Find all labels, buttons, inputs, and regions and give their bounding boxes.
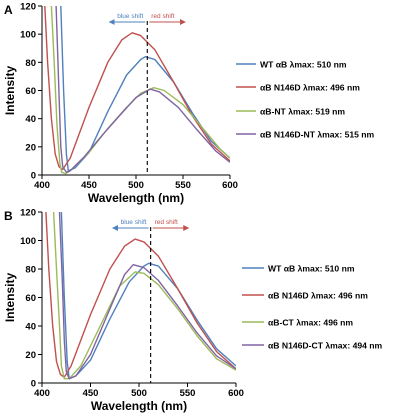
legend-name: αB-CT (268, 318, 296, 328)
y-tick-label: 100 (20, 30, 36, 41)
legend-entry: αB N146D-NT λmax: 515 nm (260, 130, 375, 140)
legend-name: αB N146D (268, 291, 311, 301)
y-tick-label: 60 (25, 86, 36, 97)
y-tick-label: 120 (20, 208, 36, 219)
series-line (50, 6, 230, 175)
y-tick-label: 40 (25, 322, 36, 333)
y-tick-label: 20 (25, 142, 36, 153)
x-tick-label: 600 (228, 388, 244, 399)
x-tick-label: 450 (81, 180, 97, 191)
y-tick-label: 120 (20, 2, 36, 13)
series-line (45, 212, 236, 378)
panel-label: A (4, 3, 13, 17)
y-tick-label: 20 (25, 350, 36, 361)
series-line (52, 212, 236, 380)
legend-name: WT αB (268, 264, 298, 274)
legend-lambda-max: λmax: 496 nm (296, 318, 353, 328)
legend-name: αB-NT (260, 107, 288, 117)
legend-entry: WT αB λmax: 510 nm (268, 264, 355, 274)
y-tick-label: 80 (25, 58, 36, 69)
y-tick-label: 0 (31, 379, 36, 390)
legend-entry: αB N146D-CT λmax: 494 nm (268, 341, 383, 351)
legend-lambda-max: λmax: 515 nm (317, 130, 374, 140)
legend-name: αB N146D-NT (260, 130, 317, 140)
legend-entry: αB-NT λmax: 519 nm (260, 107, 345, 117)
y-axis-title: Intensity (3, 66, 17, 116)
legend-lambda-max: λmax: 496 nm (311, 291, 368, 301)
blue-shift-label: blue shift (121, 219, 147, 226)
x-tick-label: 500 (128, 180, 144, 191)
legend-name: αB N146D (260, 83, 303, 93)
legend-lambda-max: λmax: 510 nm (290, 60, 347, 70)
legend-entry: αB N146D λmax: 496 nm (260, 83, 360, 93)
x-axis-title: Wavelength (nm) (88, 191, 184, 205)
legend-entry: WT αB λmax: 510 nm (260, 60, 347, 70)
x-tick-label: 550 (175, 180, 191, 191)
x-tick-label: 400 (34, 388, 50, 399)
x-axis-title: Wavelength (nm) (91, 399, 187, 413)
x-tick-label: 500 (131, 388, 147, 399)
legend-name: WT αB (260, 60, 290, 70)
series-line (44, 6, 230, 171)
panel-label: B (4, 209, 13, 223)
y-tick-label: 40 (25, 114, 36, 125)
y-tick-label: 60 (25, 293, 36, 304)
series-line (55, 6, 230, 173)
red-shift-label: red shift (151, 13, 174, 20)
y-tick-label: 80 (25, 265, 36, 276)
y-axis-title: Intensity (3, 273, 17, 323)
legend-lambda-max: λmax: 494 nm (325, 341, 382, 351)
legend-name: αB N146D-CT (268, 341, 325, 351)
legend-lambda-max: λmax: 510 nm (298, 264, 355, 274)
x-tick-label: 400 (34, 180, 50, 191)
legend-lambda-max: λmax: 519 nm (288, 107, 345, 117)
legend-entry: αB-CT λmax: 496 nm (268, 318, 353, 328)
series-line (58, 212, 236, 380)
y-tick-label: 100 (20, 236, 36, 247)
x-tick-label: 600 (222, 180, 238, 191)
x-tick-label: 550 (180, 388, 196, 399)
red-shift-label: red shift (155, 219, 178, 226)
series-line (60, 212, 236, 380)
legend-entry: αB N146D λmax: 496 nm (268, 291, 368, 301)
y-tick-label: 0 (31, 171, 36, 182)
series-line (60, 6, 230, 172)
blue-shift-label: blue shift (117, 13, 143, 20)
legend-lambda-max: λmax: 496 nm (303, 83, 360, 93)
x-tick-label: 450 (83, 388, 99, 399)
